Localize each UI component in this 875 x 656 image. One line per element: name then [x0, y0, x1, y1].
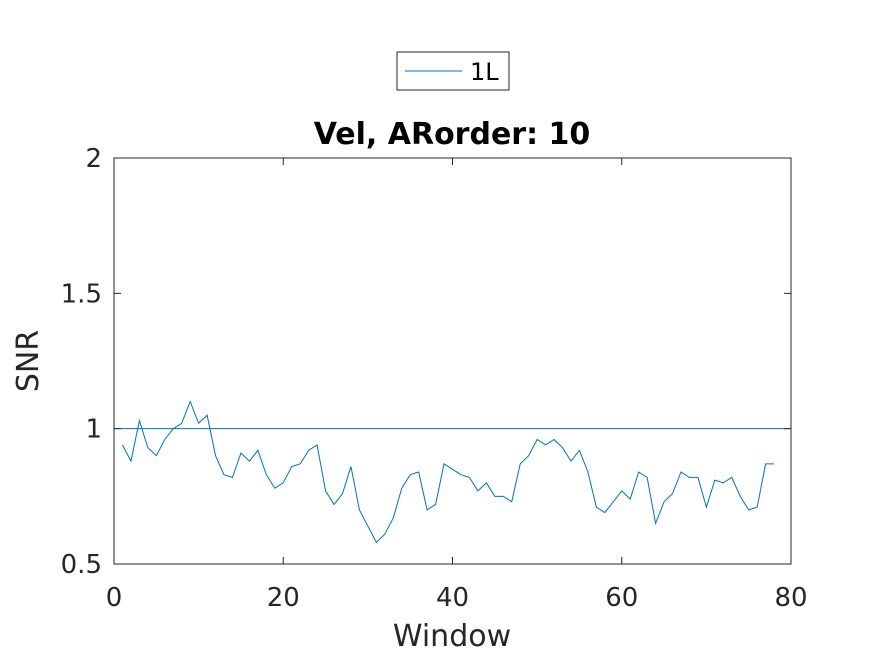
- y-tick-label: 0.5: [61, 550, 102, 580]
- y-tick-label: 1: [85, 415, 102, 445]
- x-tick-label: 20: [267, 583, 300, 613]
- x-tick-label: 80: [774, 583, 807, 613]
- chart-title: Vel, ARorder: 10: [314, 117, 591, 152]
- legend: 1L: [396, 51, 510, 91]
- x-tick-label: 40: [436, 583, 469, 613]
- legend-label-1L: 1L: [470, 58, 499, 86]
- y-tick-label: 1.5: [61, 279, 102, 309]
- series-layer: [122, 400, 775, 544]
- y-axis-label: SNR: [11, 330, 46, 392]
- x-tick-label: 60: [605, 583, 638, 613]
- x-axis: 0 20 40 60 80: [106, 158, 808, 613]
- x-tick-label: 0: [106, 583, 123, 613]
- y-tick-label: 2: [85, 144, 102, 174]
- y-axis: 0.5 1 1.5 2: [61, 144, 791, 580]
- plot-area: [114, 158, 791, 564]
- series-line-1L: [122, 400, 775, 544]
- x-axis-label: Window: [393, 619, 511, 654]
